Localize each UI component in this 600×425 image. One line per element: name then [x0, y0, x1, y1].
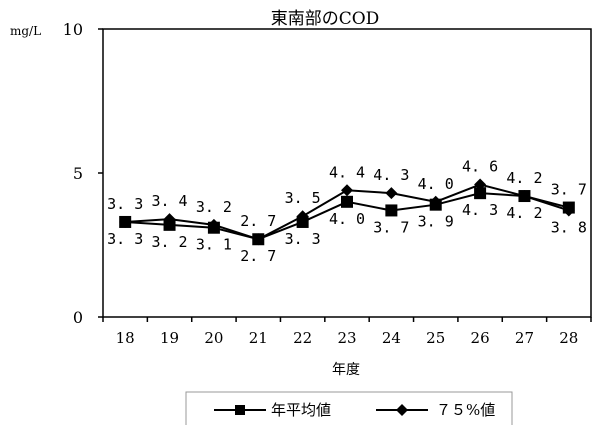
data-point-75pct [518, 190, 531, 203]
data-label-75pct: 4. 0 [418, 175, 454, 193]
data-point-annual [474, 187, 487, 200]
y-axis-unit: mg/L [10, 24, 41, 38]
data-label-annual: 3. 1 [196, 236, 232, 254]
data-label-75pct: 3. 3 [107, 195, 143, 213]
data-point-annual [385, 204, 398, 217]
x-tick-label: 20 [204, 329, 223, 347]
x-tick-label: 28 [559, 329, 578, 347]
data-point-75pct [562, 204, 575, 217]
data-point-75pct [252, 233, 265, 246]
legend-label-annual: 年平均値 [271, 401, 331, 419]
data-label-75pct: 3. 4 [151, 192, 187, 210]
data-label-annual: 3. 9 [418, 213, 454, 231]
data-label-75pct: 2. 7 [240, 212, 276, 230]
x-tick-label: 27 [515, 329, 534, 347]
x-tick-label: 26 [471, 329, 490, 347]
data-point-75pct [163, 213, 176, 226]
data-label-annual: 4. 2 [506, 204, 542, 222]
data-point-75pct [207, 218, 220, 231]
data-label-75pct: 4. 3 [373, 166, 409, 184]
data-label-75pct: 4. 2 [506, 169, 542, 187]
x-tick-label: 24 [382, 329, 401, 347]
data-label-annual: 3. 3 [107, 230, 143, 248]
data-point-75pct [385, 187, 398, 200]
data-label-annual: 4. 3 [462, 201, 498, 219]
data-label-annual: 3. 8 [551, 218, 587, 236]
x-tick-label: 18 [116, 329, 135, 347]
data-label-75pct: 4. 6 [462, 158, 498, 176]
y-tick-label: 10 [63, 20, 83, 39]
legend: 年平均値 ７５%値 [185, 391, 513, 425]
data-label-annual: 2. 7 [240, 247, 276, 265]
y-tick-label: 0 [73, 308, 83, 327]
data-point-75pct [341, 184, 353, 197]
data-label-75pct: 3. 7 [551, 181, 587, 199]
data-point-annual [341, 195, 353, 208]
x-tick-label: 23 [337, 329, 356, 347]
x-tick-label: 21 [249, 329, 268, 347]
data-label-annual: 3. 7 [373, 218, 409, 236]
data-point-75pct [119, 215, 132, 228]
data-point-75pct [296, 210, 309, 223]
chart-title: 東南部のCOD [271, 9, 380, 29]
data-point-75pct [429, 195, 442, 208]
x-tick-label: 22 [293, 329, 312, 347]
data-label-75pct: 3. 2 [196, 198, 232, 216]
data-point-75pct [474, 178, 487, 191]
series-layer [119, 178, 575, 246]
legend-label-75pct: ７５%値 [436, 401, 495, 419]
data-label-annual: 3. 2 [151, 233, 187, 251]
data-labels: 3. 3 3. 3 3. 4 3. 2 3. 2 3. 1 2. 7 2. 7 3. 5 3. 3… [107, 158, 587, 266]
data-label-annual: 3. 3 [285, 230, 321, 248]
data-label-75pct: 4. 4 [329, 163, 365, 181]
data-label-75pct: 3. 5 [285, 189, 321, 207]
data-label-annual: 4. 0 [329, 210, 365, 228]
y-axis: 0 5 10 [63, 20, 103, 327]
legend-marker-square [235, 405, 245, 415]
x-axis: 18 19 20 21 22 23 24 25 26 27 28 [102, 317, 592, 347]
x-tick-label: 25 [426, 329, 445, 347]
y-tick-label: 5 [73, 164, 83, 183]
legend-marker-diamond [396, 404, 408, 416]
x-tick-label: 19 [160, 329, 179, 347]
x-axis-title: 年度 [332, 362, 360, 378]
